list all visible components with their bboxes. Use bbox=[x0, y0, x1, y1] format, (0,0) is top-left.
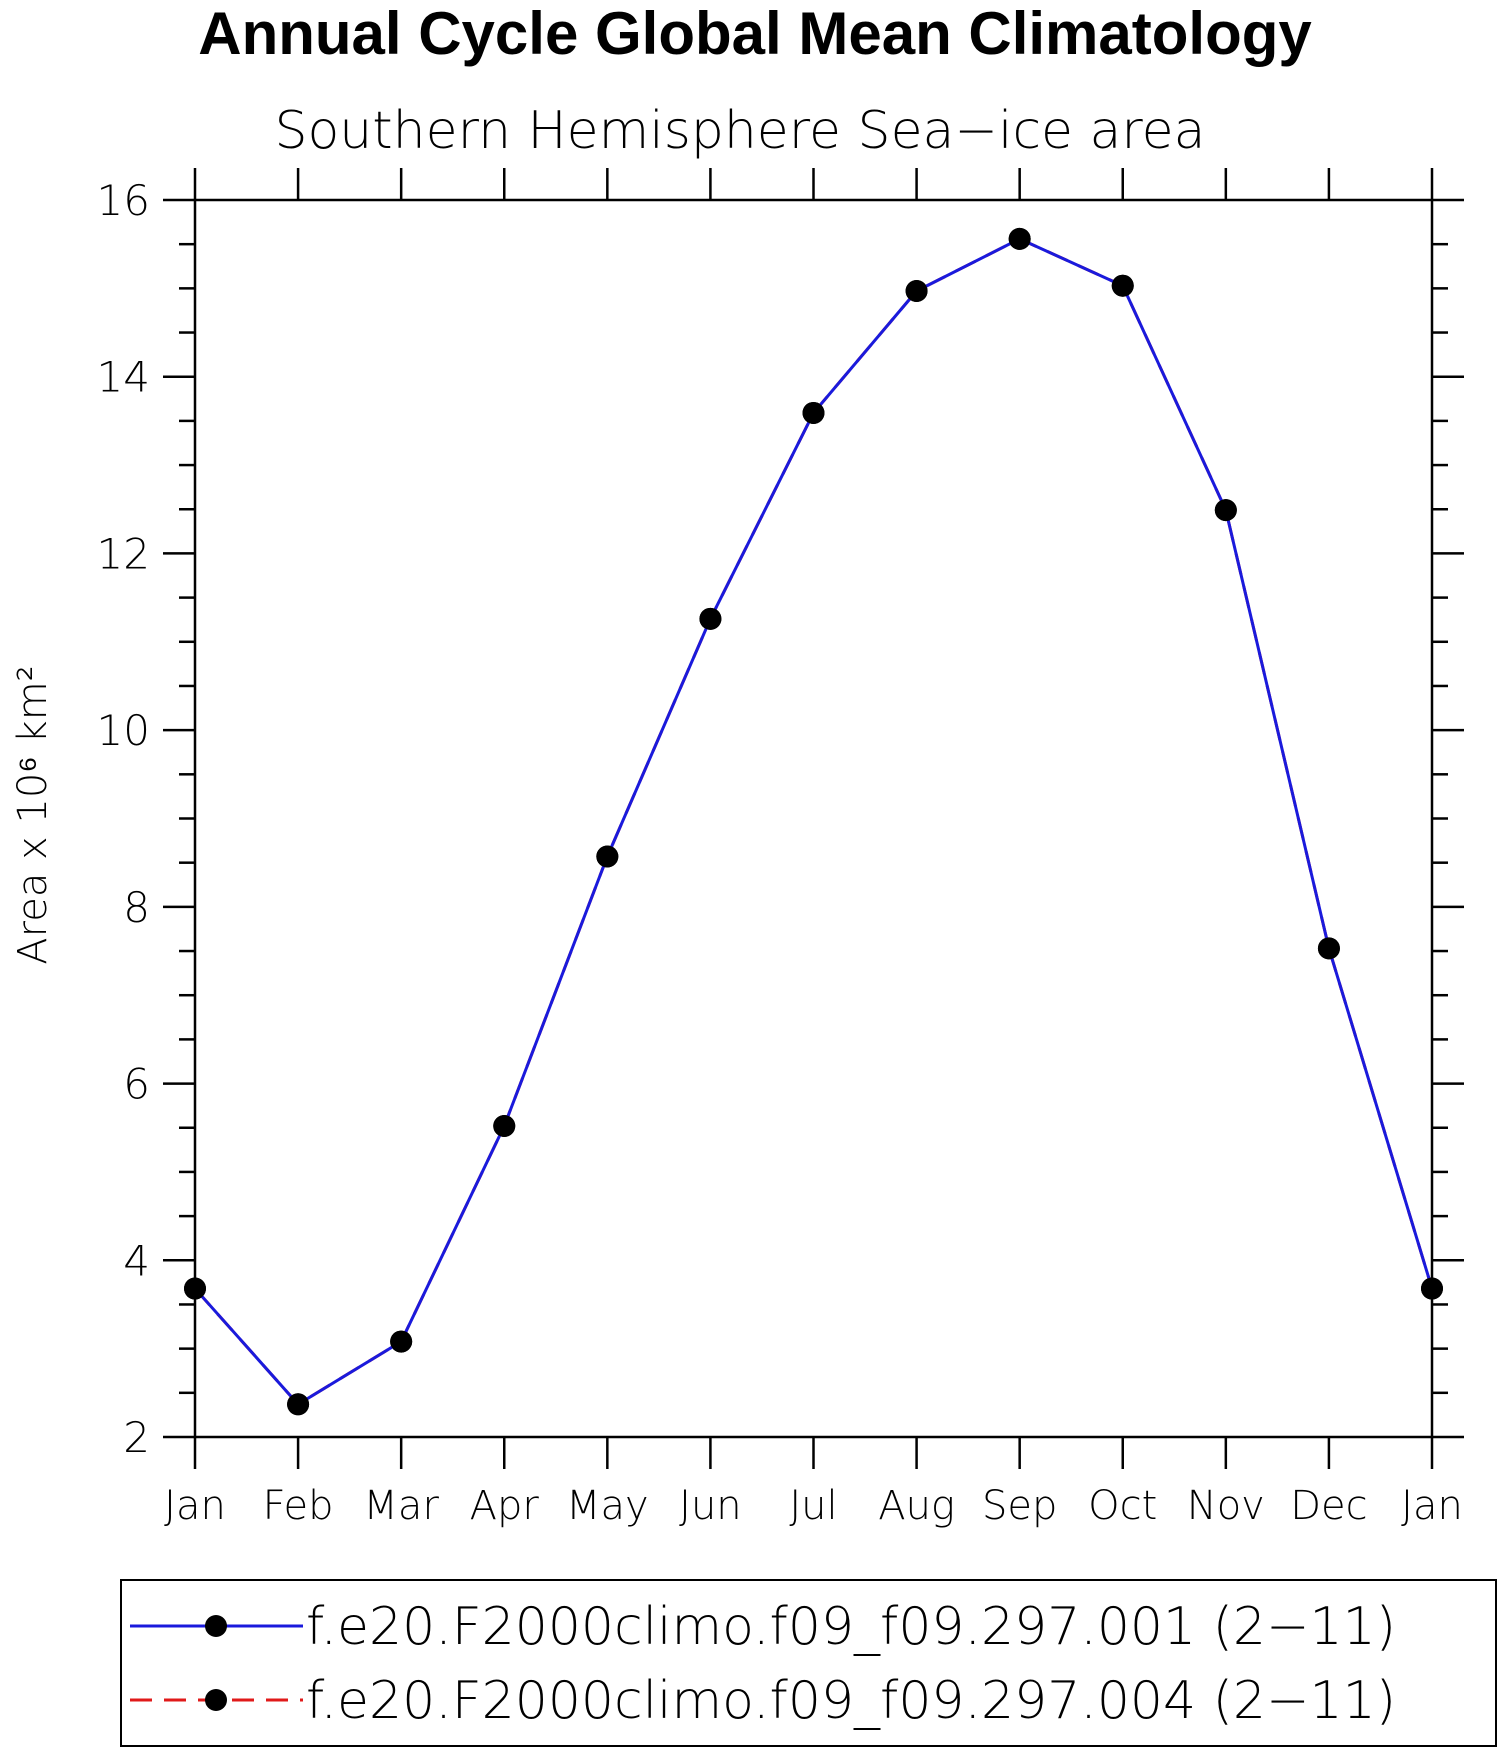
y-tick-label: 6 bbox=[123, 1060, 150, 1109]
series-point-1 bbox=[802, 401, 825, 424]
series-point-1 bbox=[493, 1114, 516, 1137]
y-tick-label: 10 bbox=[97, 706, 150, 755]
legend-marker-1 bbox=[205, 1615, 227, 1637]
y-tick-label: 12 bbox=[97, 529, 150, 578]
axes: Jan Feb Mar Apr May Jun Jul Aug Sep Oct Nov Dec Jan 2… bbox=[97, 168, 1464, 1529]
x-tick-label: Dec bbox=[1290, 1483, 1367, 1529]
series-point-1 bbox=[905, 280, 928, 303]
x-tick-label: Jun bbox=[679, 1483, 742, 1529]
series-point-1 bbox=[1111, 274, 1134, 297]
series-point-1 bbox=[184, 1277, 206, 1300]
y-axis-label: Area x 10⁶ km² bbox=[10, 665, 56, 964]
series-point-1 bbox=[596, 845, 619, 868]
chart-subtitle: Southern Hemisphere Sea−ice area bbox=[274, 101, 1205, 161]
series-layer bbox=[184, 227, 1443, 1416]
series-point-1 bbox=[1317, 937, 1340, 960]
y-tick-label: 14 bbox=[97, 353, 150, 402]
legend-marker-2 bbox=[205, 1689, 227, 1711]
x-tick-label: Apr bbox=[470, 1483, 540, 1529]
series-point-1 bbox=[699, 607, 722, 630]
legend: f.e20.F2000climo.f09_f09.297.001 (2−11) … bbox=[120, 1579, 1497, 1747]
series-point-1 bbox=[1421, 1277, 1443, 1300]
y-tick-label: 4 bbox=[123, 1236, 150, 1285]
legend-box bbox=[120, 1579, 1497, 1747]
x-tick-label: Aug bbox=[878, 1483, 955, 1529]
legend-label-1: f.e20.F2000climo.f09_f09.297.001 (2−11) bbox=[306, 1597, 1396, 1657]
series-point-1 bbox=[287, 1393, 310, 1416]
y-tick-label: 8 bbox=[123, 883, 150, 932]
x-tick-label: Mar bbox=[363, 1483, 439, 1529]
y-tick-label: 2 bbox=[123, 1413, 150, 1462]
x-tick-label: Sep bbox=[982, 1483, 1057, 1529]
legend-label-2: f.e20.F2000climo.f09_f09.297.004 (2−11) bbox=[306, 1671, 1396, 1731]
series-point-1 bbox=[390, 1330, 413, 1353]
x-tick-label: Feb bbox=[263, 1483, 334, 1529]
y-tick-label: 16 bbox=[97, 176, 150, 225]
x-tick-label: Jan bbox=[1401, 1483, 1463, 1529]
x-tick-label: Oct bbox=[1088, 1483, 1157, 1529]
chart-title: Annual Cycle Global Mean Climatology bbox=[198, 0, 1312, 67]
x-tick-label: Jan bbox=[164, 1483, 226, 1529]
x-tick-label: Nov bbox=[1187, 1483, 1265, 1529]
series-point-1 bbox=[1214, 499, 1237, 522]
series-point-1 bbox=[1008, 227, 1031, 250]
x-tick-label: May bbox=[566, 1483, 649, 1529]
plot-frame bbox=[193, 198, 1434, 1439]
x-tick-label: Jul bbox=[789, 1483, 837, 1529]
